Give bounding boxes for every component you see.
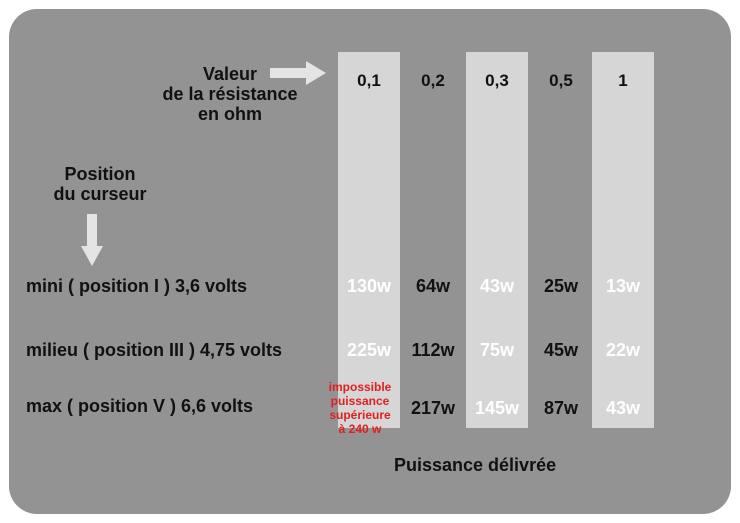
power-cell: 13w	[605, 276, 641, 296]
power-cell: 217w	[410, 398, 456, 418]
highlight-column-0-1	[338, 52, 400, 428]
power-cell: 130w	[346, 276, 392, 296]
resistance-label: Valeur de la résistance en ohm	[150, 64, 310, 124]
cursor-label-line1: Position	[64, 164, 136, 184]
power-cell: 43w	[479, 276, 515, 296]
resistance-label-line3: en ohm	[197, 104, 262, 124]
resistance-value-0-2: 0,2	[421, 71, 445, 90]
arrow-down-icon	[81, 214, 103, 266]
impossible-note-line4: à 240 w	[338, 422, 382, 436]
impossible-note-line3: supérieure	[329, 408, 391, 422]
resistance-value-1: 1	[618, 71, 628, 90]
power-cell: 64w	[415, 276, 451, 296]
impossible-note-line1: impossible	[328, 380, 392, 394]
power-cell: 75w	[479, 340, 515, 360]
row-label-milieu: milieu ( position III ) 4,75 volts	[26, 340, 283, 360]
power-cell: 22w	[605, 340, 641, 360]
highlight-column-1	[592, 52, 654, 428]
row-label-max: max ( position V ) 6,6 volts	[26, 396, 254, 416]
highlight-column-0-3	[466, 52, 528, 428]
power-cell: 45w	[543, 340, 579, 360]
resistance-value-0-3: 0,3	[485, 71, 509, 90]
resistance-value-0-5: 0,5	[549, 71, 573, 90]
resistance-label-line2: de la résistance	[162, 84, 298, 104]
power-delivered-label: Puissance délivrée	[394, 455, 557, 475]
cursor-label-line2: du curseur	[53, 184, 147, 204]
power-cell: 112w	[411, 340, 455, 360]
impossible-note-line2: puissance	[330, 394, 390, 408]
power-cell: 145w	[474, 398, 520, 418]
cursor-position-label: Position du curseur	[30, 164, 170, 204]
resistance-value-0-1: 0,1	[357, 71, 381, 90]
power-cell: 43w	[605, 398, 641, 418]
arrow-right-icon	[270, 61, 326, 85]
resistance-label-line1: Valeur	[202, 64, 258, 84]
power-cell: 25w	[543, 276, 579, 296]
power-cell: 225w	[346, 340, 392, 360]
row-label-mini: mini ( position I ) 3,6 volts	[26, 276, 248, 296]
power-cell: 87w	[543, 398, 579, 418]
impossible-note: impossible puissance supérieure à 240 w	[316, 380, 404, 436]
